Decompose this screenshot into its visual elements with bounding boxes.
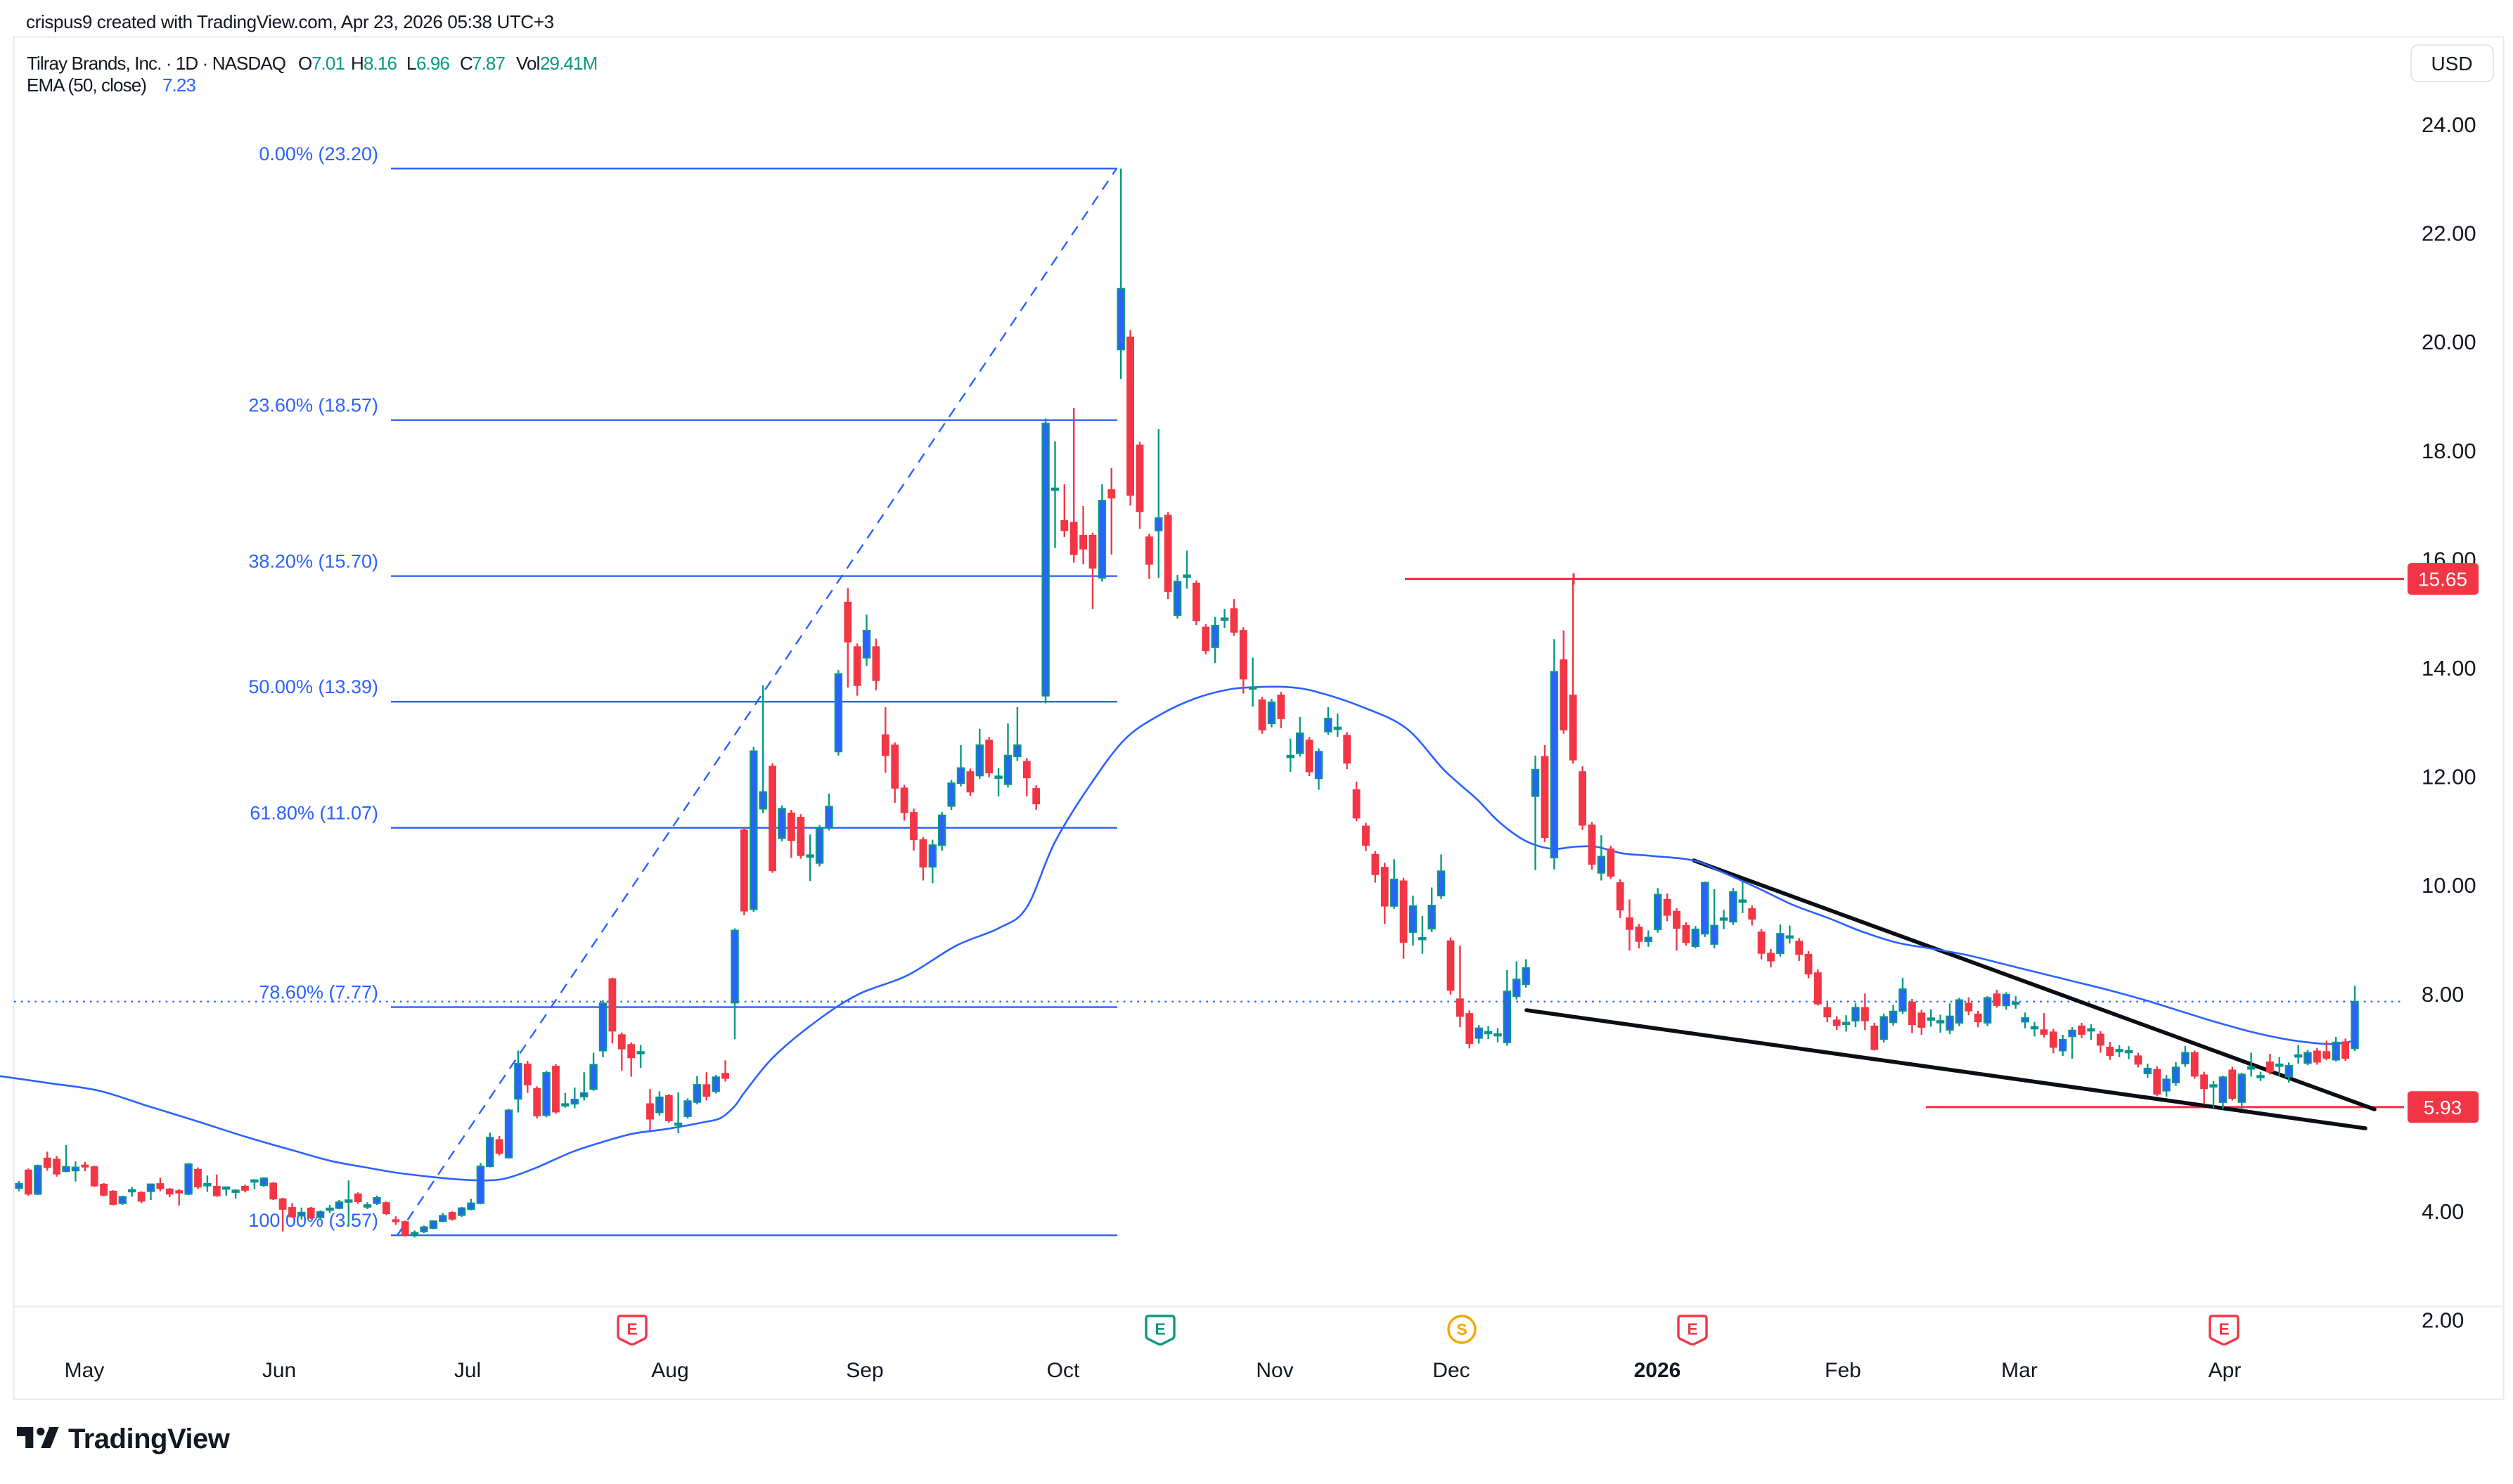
- svg-text:Nov: Nov: [1256, 1359, 1293, 1382]
- svg-text:Dec: Dec: [1432, 1359, 1470, 1382]
- svg-text:38.20% (15.70): 38.20% (15.70): [248, 551, 378, 572]
- svg-text:61.80% (11.07): 61.80% (11.07): [250, 803, 378, 824]
- svg-text:E: E: [2218, 1320, 2229, 1338]
- svg-text:0.00% (23.20): 0.00% (23.20): [259, 143, 378, 164]
- svg-text:E: E: [1687, 1320, 1697, 1338]
- svg-text:78.60% (7.77): 78.60% (7.77): [259, 982, 378, 1003]
- svg-text:10.00: 10.00: [2422, 873, 2476, 898]
- svg-text:E: E: [1155, 1320, 1165, 1338]
- svg-text:15.65: 15.65: [2418, 569, 2467, 591]
- svg-text:EMA (50, close) 7.23: EMA (50, close) 7.23: [27, 75, 195, 96]
- svg-text:Apr: Apr: [2209, 1359, 2242, 1382]
- svg-text:20.00: 20.00: [2422, 330, 2476, 354]
- svg-text:23.60% (18.57): 23.60% (18.57): [248, 395, 378, 416]
- svg-text:Mar: Mar: [2001, 1359, 2038, 1382]
- svg-text:S: S: [1456, 1320, 1467, 1338]
- svg-text:Tilray Brands, Inc. · 1D · NAS: Tilray Brands, Inc. · 1D · NASDAQ O7.01 H8…: [27, 53, 597, 74]
- svg-text:Jul: Jul: [454, 1359, 481, 1382]
- svg-text:Jun: Jun: [262, 1359, 296, 1382]
- svg-text:USD: USD: [2431, 53, 2472, 75]
- svg-text:Sep: Sep: [846, 1359, 883, 1382]
- svg-text:Oct: Oct: [1047, 1359, 1080, 1382]
- svg-text:2.00: 2.00: [2422, 1308, 2464, 1333]
- svg-text:E: E: [626, 1320, 637, 1338]
- svg-text:crispus9 created with TradingV: crispus9 created with TradingView.com, A…: [26, 11, 554, 32]
- svg-text:8.00: 8.00: [2422, 982, 2464, 1007]
- svg-text:50.00% (13.39): 50.00% (13.39): [248, 676, 378, 697]
- svg-text:14.00: 14.00: [2422, 656, 2476, 680]
- svg-text:12.00: 12.00: [2422, 765, 2476, 789]
- svg-text:24.00: 24.00: [2422, 112, 2476, 137]
- svg-text:May: May: [65, 1359, 105, 1382]
- svg-text:5.93: 5.93: [2424, 1097, 2462, 1118]
- svg-text:2026: 2026: [1634, 1359, 1681, 1382]
- svg-text:Feb: Feb: [1825, 1359, 1861, 1382]
- svg-text:22.00: 22.00: [2422, 221, 2476, 246]
- svg-text:TradingView: TradingView: [68, 1424, 231, 1454]
- svg-text:18.00: 18.00: [2422, 439, 2476, 463]
- svg-text:Aug: Aug: [651, 1359, 688, 1382]
- svg-text:4.00: 4.00: [2422, 1199, 2464, 1224]
